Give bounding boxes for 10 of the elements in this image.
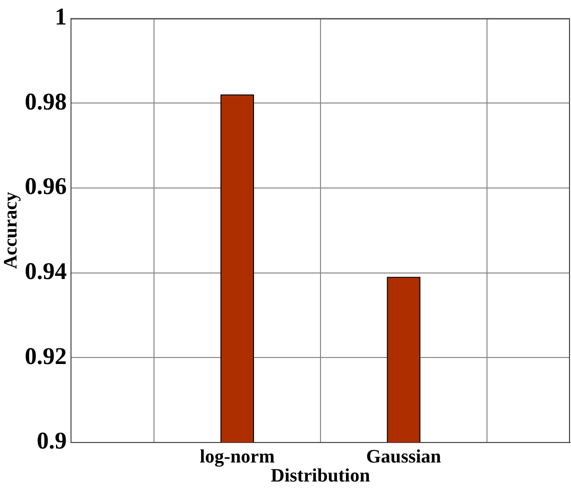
y-tick-label: 0.98 — [24, 89, 67, 116]
y-tick-label: 0.94 — [24, 259, 67, 286]
y-tick-label: 0.9 — [36, 428, 67, 455]
y-axis-title: Accuracy — [0, 191, 22, 269]
x-tick-label: log-norm — [200, 446, 275, 468]
x-axis-title: Distribution — [270, 466, 370, 487]
x-tick-label: Gaussian — [366, 446, 442, 468]
y-tick-label: 0.92 — [24, 344, 67, 370]
y-tick-label: 1 — [54, 4, 67, 31]
y-tick-label: 0.96 — [24, 174, 67, 200]
